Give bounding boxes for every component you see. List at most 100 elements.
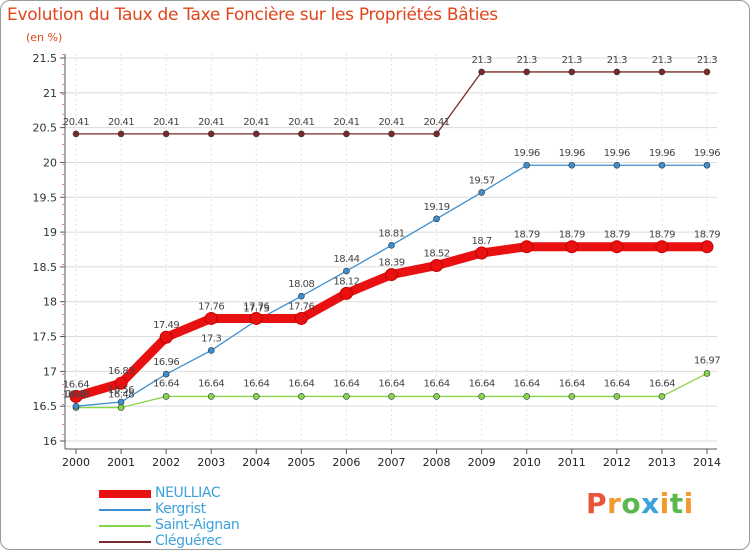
data-label: 18.44 [333, 254, 359, 265]
data-label: 18.79 [694, 230, 720, 241]
data-label: 21.3 [652, 55, 672, 66]
legend-label-cleguerec: Cléguérec [155, 533, 222, 549]
data-label: 16.64 [469, 378, 495, 389]
x-tick-label: 2013 [648, 456, 676, 469]
data-point [565, 240, 579, 254]
data-point [69, 389, 83, 403]
data-label: 18.7 [472, 236, 492, 247]
y-tick-label: 18.5 [33, 261, 58, 274]
logo-letter: o [621, 487, 642, 520]
data-point [343, 267, 350, 275]
data-label: 17.76 [198, 301, 224, 312]
data-point [568, 161, 576, 169]
legend-swatch-saint-aignan [99, 525, 151, 527]
y-tick-label: 16 [43, 435, 57, 448]
data-point [117, 398, 125, 406]
data-point [388, 130, 395, 138]
x-tick-label: 2007 [378, 456, 406, 469]
data-point [343, 130, 350, 138]
data-label: 18.39 [378, 258, 404, 269]
data-point [207, 347, 215, 354]
data-label: 16.48 [63, 390, 89, 401]
x-tick-label: 2003 [197, 456, 225, 469]
data-point [433, 393, 440, 400]
data-label: 21.3 [697, 55, 717, 66]
data-point [478, 68, 485, 76]
data-point [475, 246, 489, 260]
data-point [703, 370, 711, 377]
data-label: 16.64 [378, 378, 404, 389]
data-label: 21.3 [607, 55, 627, 66]
x-tick-label: 2014 [693, 456, 721, 469]
data-label: 16.83 [108, 366, 134, 377]
x-tick-label: 2000 [62, 456, 90, 469]
data-point [298, 292, 305, 300]
y-tick-label: 21.5 [33, 52, 58, 65]
data-point [252, 130, 260, 138]
data-label: 19.19 [424, 202, 450, 213]
x-tick-label: 2008 [423, 456, 451, 469]
data-label: 18.12 [333, 276, 359, 287]
data-point [523, 393, 531, 400]
data-label: 18.08 [288, 279, 314, 290]
data-label: 21.3 [562, 55, 582, 66]
legend-swatch-cleguerec [99, 541, 151, 543]
data-label: 17.76 [288, 301, 314, 312]
data-point [207, 130, 215, 138]
y-tick-label: 16.5 [33, 400, 58, 413]
data-label: 16.64 [649, 378, 675, 389]
data-label: 19.96 [649, 148, 675, 159]
data-point [430, 259, 444, 273]
x-tick-label: 2009 [468, 456, 496, 469]
y-tick-label: 19 [43, 226, 57, 239]
data-label: 19.57 [469, 175, 495, 186]
data-label: 17.49 [153, 320, 179, 331]
legend-swatch-kergrist [99, 509, 151, 511]
data-label: 20.41 [288, 117, 314, 128]
data-point [385, 268, 398, 282]
data-label: 18.52 [424, 249, 450, 260]
data-point [523, 161, 531, 169]
logo-letter: r [607, 487, 622, 520]
data-label: 18.81 [378, 228, 404, 239]
x-tick-label: 2004 [242, 456, 270, 469]
x-tick-label: 2012 [603, 456, 631, 469]
data-point [162, 130, 170, 138]
data-point [568, 68, 576, 76]
data-label: 20.41 [108, 117, 134, 128]
unit-label: (en %) [26, 31, 63, 44]
data-label: 21.3 [517, 55, 537, 66]
data-point [568, 393, 576, 400]
y-tick-label: 19.5 [33, 191, 58, 204]
y-tick-label: 20 [43, 156, 57, 169]
data-label: 18.79 [514, 230, 540, 241]
data-point [207, 393, 215, 400]
data-label: 16.64 [514, 378, 540, 389]
data-label: 20.41 [378, 117, 404, 128]
data-label: 16.64 [153, 378, 179, 389]
data-label: 16.64 [559, 378, 585, 389]
data-point [114, 376, 128, 390]
data-point [162, 370, 170, 378]
data-label: 17.3 [201, 333, 221, 344]
data-label: 16.97 [694, 355, 720, 366]
x-tick-label: 2006 [332, 456, 360, 469]
data-point [298, 393, 305, 400]
data-point [339, 286, 353, 300]
data-label: 17.73 [243, 304, 269, 315]
data-point [520, 240, 534, 254]
data-label: 16.5 [66, 389, 86, 400]
proxiti-logo: Proxiti [586, 487, 694, 520]
data-point [159, 330, 173, 344]
y-tick-label: 20.5 [33, 122, 58, 135]
logo-letter: i [683, 487, 694, 520]
data-point [433, 215, 440, 223]
data-label: 20.41 [243, 117, 269, 128]
data-point [204, 311, 218, 325]
data-point [703, 161, 711, 169]
data-label: 18.79 [559, 230, 585, 241]
data-label: 16.64 [198, 378, 224, 389]
legend-label-kergrist: Kergrist [155, 501, 206, 517]
data-label: 18.79 [649, 230, 675, 241]
